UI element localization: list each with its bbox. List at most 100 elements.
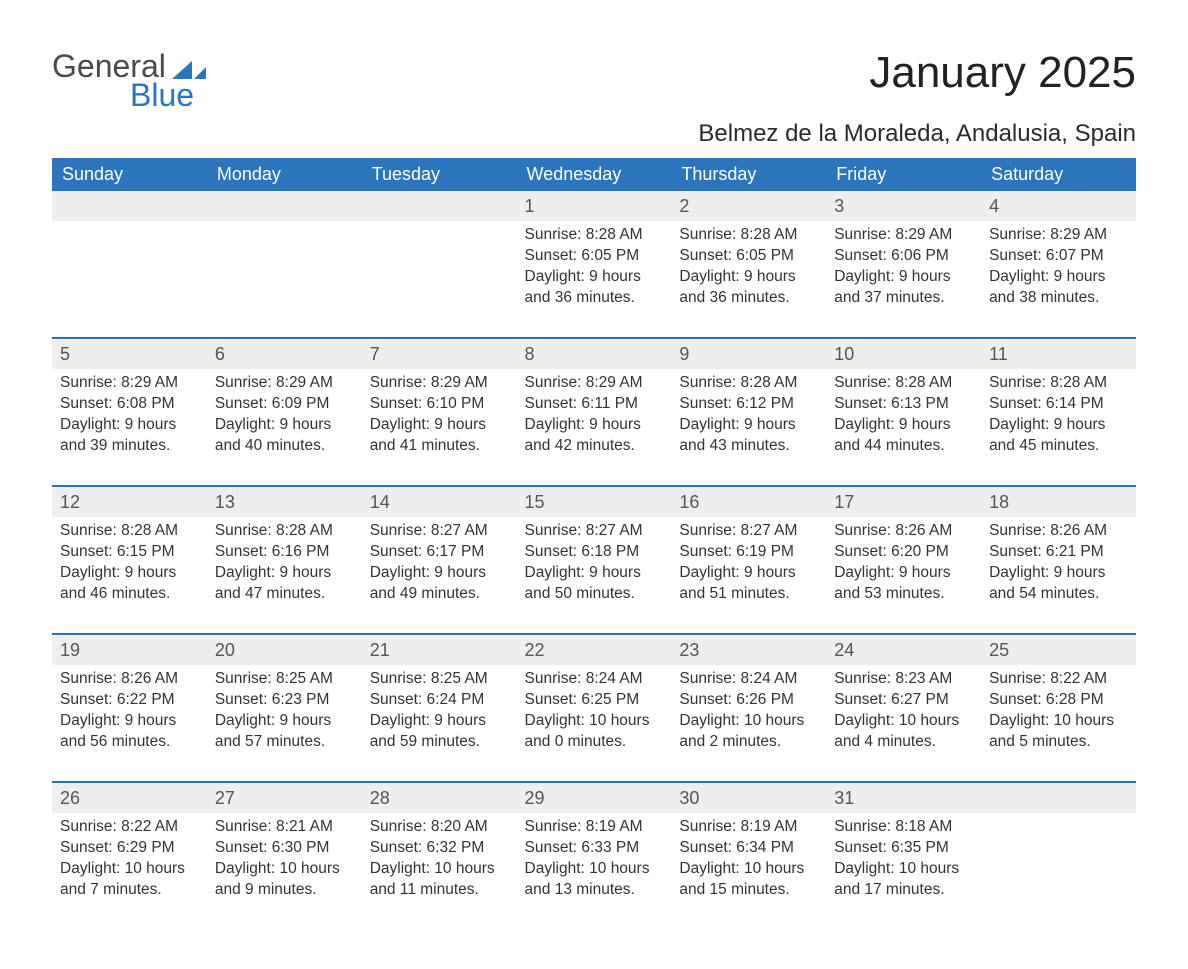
daylight-text: Daylight: 9 hours and 56 minutes. xyxy=(60,711,199,753)
sunrise-text: Sunrise: 8:18 AM xyxy=(834,817,973,838)
day-cell: 20Sunrise: 8:25 AMSunset: 6:23 PMDayligh… xyxy=(207,634,362,782)
day-cell: 31Sunrise: 8:18 AMSunset: 6:35 PMDayligh… xyxy=(826,782,981,929)
weekday-header-row: Sunday Monday Tuesday Wednesday Thursday… xyxy=(52,158,1136,191)
day-cell xyxy=(362,191,517,338)
daylight-text: Daylight: 10 hours and 7 minutes. xyxy=(60,859,199,901)
daylight-text: Daylight: 9 hours and 50 minutes. xyxy=(525,563,664,605)
sunset-text: Sunset: 6:25 PM xyxy=(525,690,664,711)
day-cell: 15Sunrise: 8:27 AMSunset: 6:18 PMDayligh… xyxy=(517,486,672,634)
day-cell xyxy=(981,782,1136,929)
day-number xyxy=(362,191,517,221)
sunset-text: Sunset: 6:05 PM xyxy=(525,246,664,267)
day-cell: 29Sunrise: 8:19 AMSunset: 6:33 PMDayligh… xyxy=(517,782,672,929)
day-number: 26 xyxy=(52,783,207,813)
day-cell: 25Sunrise: 8:22 AMSunset: 6:28 PMDayligh… xyxy=(981,634,1136,782)
sunset-text: Sunset: 6:34 PM xyxy=(679,838,818,859)
sunset-text: Sunset: 6:33 PM xyxy=(525,838,664,859)
day-number: 10 xyxy=(826,339,981,369)
day-cell: 23Sunrise: 8:24 AMSunset: 6:26 PMDayligh… xyxy=(671,634,826,782)
sunset-text: Sunset: 6:15 PM xyxy=(60,542,199,563)
daylight-text: Daylight: 9 hours and 51 minutes. xyxy=(679,563,818,605)
day-cell: 28Sunrise: 8:20 AMSunset: 6:32 PMDayligh… xyxy=(362,782,517,929)
day-cell: 16Sunrise: 8:27 AMSunset: 6:19 PMDayligh… xyxy=(671,486,826,634)
sunrise-text: Sunrise: 8:23 AM xyxy=(834,669,973,690)
sunrise-text: Sunrise: 8:29 AM xyxy=(834,225,973,246)
day-number: 14 xyxy=(362,487,517,517)
daylight-text: Daylight: 9 hours and 59 minutes. xyxy=(370,711,509,753)
col-monday: Monday xyxy=(207,158,362,191)
sunset-text: Sunset: 6:19 PM xyxy=(679,542,818,563)
week-row: 1Sunrise: 8:28 AMSunset: 6:05 PMDaylight… xyxy=(52,191,1136,338)
day-number: 1 xyxy=(517,191,672,221)
col-wednesday: Wednesday xyxy=(517,158,672,191)
sunrise-text: Sunrise: 8:26 AM xyxy=(60,669,199,690)
sunset-text: Sunset: 6:26 PM xyxy=(679,690,818,711)
sunset-text: Sunset: 6:18 PM xyxy=(525,542,664,563)
day-cell: 21Sunrise: 8:25 AMSunset: 6:24 PMDayligh… xyxy=(362,634,517,782)
sunrise-text: Sunrise: 8:27 AM xyxy=(679,521,818,542)
day-number: 27 xyxy=(207,783,362,813)
calendar-table: Sunday Monday Tuesday Wednesday Thursday… xyxy=(52,158,1136,929)
sunset-text: Sunset: 6:14 PM xyxy=(989,394,1128,415)
header-row: General Blue January 2025 Belmez de la M… xyxy=(52,48,1136,148)
sunrise-text: Sunrise: 8:21 AM xyxy=(215,817,354,838)
sunset-text: Sunset: 6:09 PM xyxy=(215,394,354,415)
daylight-text: Daylight: 9 hours and 47 minutes. xyxy=(215,563,354,605)
sunset-text: Sunset: 6:05 PM xyxy=(679,246,818,267)
day-cell xyxy=(52,191,207,338)
sunset-text: Sunset: 6:20 PM xyxy=(834,542,973,563)
sunset-text: Sunset: 6:30 PM xyxy=(215,838,354,859)
logo: General Blue xyxy=(52,48,206,114)
day-number: 31 xyxy=(826,783,981,813)
daylight-text: Daylight: 9 hours and 44 minutes. xyxy=(834,415,973,457)
daylight-text: Daylight: 10 hours and 13 minutes. xyxy=(525,859,664,901)
day-cell: 13Sunrise: 8:28 AMSunset: 6:16 PMDayligh… xyxy=(207,486,362,634)
daylight-text: Daylight: 9 hours and 36 minutes. xyxy=(525,267,664,309)
day-number: 20 xyxy=(207,635,362,665)
daylight-text: Daylight: 9 hours and 45 minutes. xyxy=(989,415,1128,457)
day-cell: 26Sunrise: 8:22 AMSunset: 6:29 PMDayligh… xyxy=(52,782,207,929)
day-number: 30 xyxy=(671,783,826,813)
calendar-page: General Blue January 2025 Belmez de la M… xyxy=(0,0,1188,969)
col-thursday: Thursday xyxy=(671,158,826,191)
sunrise-text: Sunrise: 8:19 AM xyxy=(679,817,818,838)
sunset-text: Sunset: 6:08 PM xyxy=(60,394,199,415)
day-number: 4 xyxy=(981,191,1136,221)
day-cell: 6Sunrise: 8:29 AMSunset: 6:09 PMDaylight… xyxy=(207,338,362,486)
daylight-text: Daylight: 9 hours and 54 minutes. xyxy=(989,563,1128,605)
location-text: Belmez de la Moraleda, Andalusia, Spain xyxy=(698,120,1136,148)
sunset-text: Sunset: 6:16 PM xyxy=(215,542,354,563)
daylight-text: Daylight: 9 hours and 46 minutes. xyxy=(60,563,199,605)
daylight-text: Daylight: 9 hours and 37 minutes. xyxy=(834,267,973,309)
day-cell: 11Sunrise: 8:28 AMSunset: 6:14 PMDayligh… xyxy=(981,338,1136,486)
day-number: 9 xyxy=(671,339,826,369)
day-number: 6 xyxy=(207,339,362,369)
daylight-text: Daylight: 9 hours and 40 minutes. xyxy=(215,415,354,457)
sunrise-text: Sunrise: 8:27 AM xyxy=(370,521,509,542)
sunrise-text: Sunrise: 8:20 AM xyxy=(370,817,509,838)
day-number: 11 xyxy=(981,339,1136,369)
day-cell: 30Sunrise: 8:19 AMSunset: 6:34 PMDayligh… xyxy=(671,782,826,929)
sunset-text: Sunset: 6:23 PM xyxy=(215,690,354,711)
sunrise-text: Sunrise: 8:25 AM xyxy=(370,669,509,690)
logo-line1: General xyxy=(52,48,206,85)
day-cell: 14Sunrise: 8:27 AMSunset: 6:17 PMDayligh… xyxy=(362,486,517,634)
day-number: 18 xyxy=(981,487,1136,517)
calendar-body: 1Sunrise: 8:28 AMSunset: 6:05 PMDaylight… xyxy=(52,191,1136,929)
week-row: 19Sunrise: 8:26 AMSunset: 6:22 PMDayligh… xyxy=(52,634,1136,782)
day-cell: 17Sunrise: 8:26 AMSunset: 6:20 PMDayligh… xyxy=(826,486,981,634)
daylight-text: Daylight: 9 hours and 57 minutes. xyxy=(215,711,354,753)
sunrise-text: Sunrise: 8:22 AM xyxy=(60,817,199,838)
daylight-text: Daylight: 10 hours and 5 minutes. xyxy=(989,711,1128,753)
sunrise-text: Sunrise: 8:26 AM xyxy=(834,521,973,542)
day-cell: 18Sunrise: 8:26 AMSunset: 6:21 PMDayligh… xyxy=(981,486,1136,634)
day-cell: 5Sunrise: 8:29 AMSunset: 6:08 PMDaylight… xyxy=(52,338,207,486)
day-cell: 9Sunrise: 8:28 AMSunset: 6:12 PMDaylight… xyxy=(671,338,826,486)
sunrise-text: Sunrise: 8:28 AM xyxy=(60,521,199,542)
daylight-text: Daylight: 9 hours and 41 minutes. xyxy=(370,415,509,457)
sunset-text: Sunset: 6:11 PM xyxy=(525,394,664,415)
sunrise-text: Sunrise: 8:28 AM xyxy=(679,373,818,394)
day-number: 15 xyxy=(517,487,672,517)
daylight-text: Daylight: 10 hours and 17 minutes. xyxy=(834,859,973,901)
sunrise-text: Sunrise: 8:29 AM xyxy=(60,373,199,394)
